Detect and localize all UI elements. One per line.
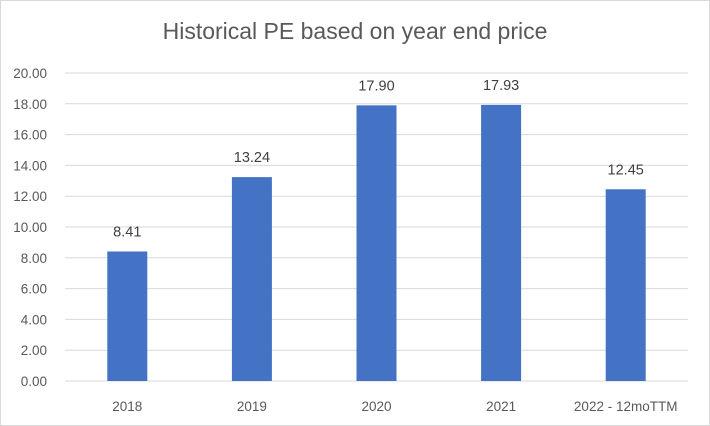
x-tick-label: 2019 xyxy=(237,399,267,414)
y-tick-label: 4.00 xyxy=(21,312,47,327)
x-tick-label: 2021 xyxy=(486,399,516,414)
y-tick-label: 6.00 xyxy=(21,282,47,297)
x-tick-label: 2022 - 12moTTM xyxy=(574,399,678,414)
chart-title: Historical PE based on year end price xyxy=(162,18,548,44)
x-axis-ticks: 2018 2019 2020 2021 2022 - 12moTTM xyxy=(112,399,677,414)
data-labels: 8.41 13.24 17.90 17.93 12.45 xyxy=(113,78,644,241)
data-label: 17.90 xyxy=(358,78,394,94)
data-label: 13.24 xyxy=(234,150,270,166)
y-tick-label: 2.00 xyxy=(21,343,47,358)
data-label: 17.93 xyxy=(483,78,519,94)
x-tick-label: 2020 xyxy=(361,399,391,414)
y-tick-label: 8.00 xyxy=(21,251,47,266)
bars xyxy=(107,104,646,382)
bar xyxy=(231,177,272,381)
y-tick-label: 18.00 xyxy=(13,97,47,112)
data-label: 12.45 xyxy=(608,162,644,178)
y-tick-label: 0.00 xyxy=(21,374,47,389)
bar xyxy=(605,189,646,381)
x-tick-label: 2018 xyxy=(112,399,142,414)
bar xyxy=(356,105,397,381)
y-tick-label: 14.00 xyxy=(13,158,47,173)
y-tick-label: 16.00 xyxy=(13,128,47,143)
y-axis-ticks: 0.00 2.00 4.00 6.00 8.00 10.00 12.00 14.00 16.00… xyxy=(13,66,47,389)
y-tick-label: 10.00 xyxy=(13,220,47,235)
bar xyxy=(107,251,148,381)
y-tick-label: 20.00 xyxy=(13,66,47,81)
data-label: 8.41 xyxy=(113,224,141,240)
y-tick-label: 12.00 xyxy=(13,189,47,204)
bar xyxy=(481,104,522,382)
